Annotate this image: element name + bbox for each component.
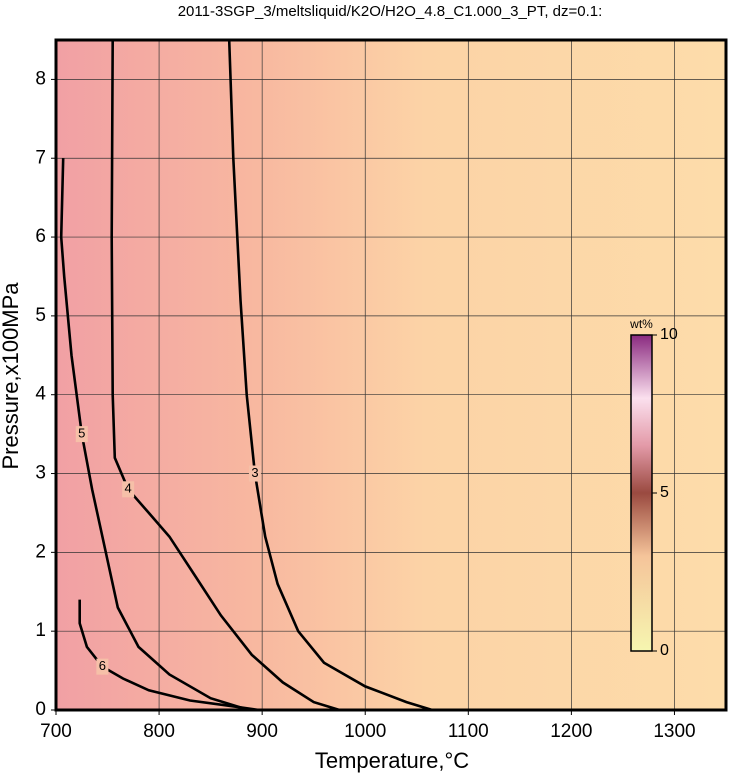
x-tick-label: 1300: [653, 721, 695, 742]
x-tick-label: 800: [143, 721, 175, 742]
y-tick-label: 6: [35, 226, 46, 247]
colorbar-tick-label: 10: [660, 326, 678, 343]
contour-label-bg: [96, 658, 109, 675]
contour-label: 5: [78, 426, 85, 441]
x-tick-label: 1000: [344, 721, 386, 742]
colorbar-tick-label: 0: [660, 642, 669, 659]
y-tick-label: 7: [35, 147, 46, 168]
contour-label-bg: [75, 426, 88, 443]
contour-label: 6: [99, 658, 106, 673]
contour-label: 4: [125, 481, 132, 496]
contour-line: [59, 158, 250, 712]
colorbar-tick-label: 5: [660, 484, 669, 501]
x-axis-label: Temperature,°C: [315, 748, 469, 773]
plot-frame: [54, 38, 728, 712]
colorbar: [630, 334, 653, 652]
x-tick-label: 900: [246, 721, 278, 742]
x-tick-label: 1100: [448, 721, 489, 742]
y-tick-label: 0: [35, 699, 46, 720]
contour-label-bg: [248, 465, 261, 482]
contour-label-bg: [122, 481, 135, 498]
y-tick-label: 5: [35, 305, 46, 326]
y-tick-label: 2: [35, 541, 46, 562]
y-tick-label: 3: [35, 463, 46, 484]
x-tick-label: 1200: [550, 721, 592, 742]
x-tick-label: 700: [40, 721, 72, 742]
colorbar-label: wt%: [629, 317, 653, 331]
y-tick-label: 1: [35, 620, 46, 641]
y-axis-label: Pressure,x100MPa: [0, 282, 23, 470]
contour-line: [227, 39, 433, 712]
contour-label: 3: [251, 465, 258, 480]
plot-background: [56, 40, 726, 710]
y-tick-label: 4: [35, 384, 46, 405]
y-tick-label: 8: [35, 68, 46, 89]
chart-title: 2011-3SGP_3/meltsliquid/K2O/H2O_4.8_C1.0…: [178, 3, 603, 20]
contour-line: [110, 39, 340, 712]
contour-line: [78, 599, 260, 712]
